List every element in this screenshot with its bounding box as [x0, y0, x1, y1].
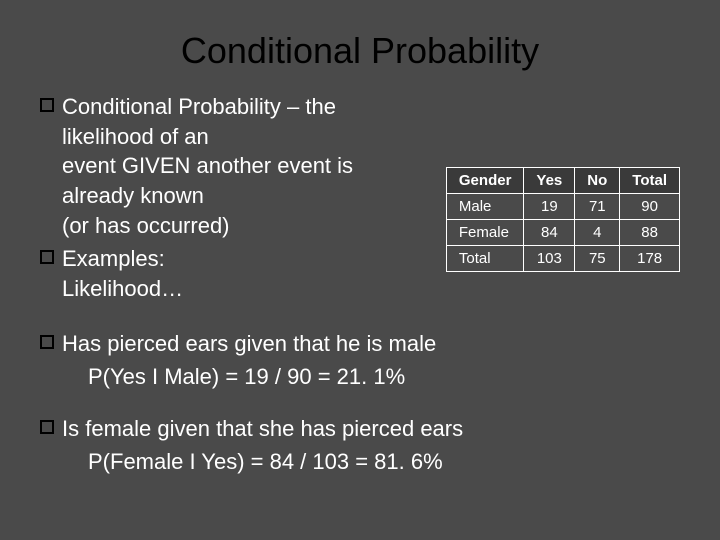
table-row: Male 19 71 90 [446, 194, 679, 220]
content-row: Conditional Probability – the likelihood… [40, 92, 680, 304]
examples-label1: Examples: [62, 246, 165, 271]
definition-line1: Conditional Probability – the likelihood… [62, 94, 336, 149]
example-2-formula: P(Female I Yes) = 84 / 103 = 81. 6% [40, 447, 680, 478]
square-bullet-icon [40, 420, 54, 434]
table-cell: 4 [575, 220, 620, 246]
data-table: Gender Yes No Total Male 19 71 90 Female… [446, 167, 680, 272]
slide-title: Conditional Probability [40, 30, 680, 72]
definition-line3: (or has occurred) [62, 213, 230, 238]
table-header: Yes [524, 168, 575, 194]
table-cell: 88 [620, 220, 680, 246]
example-1: Has pierced ears given that he is male [40, 329, 680, 360]
table-cell: 178 [620, 246, 680, 272]
example-2-text: Is female given that she has pierced ear… [62, 414, 463, 445]
square-bullet-icon [40, 250, 54, 264]
square-bullet-icon [40, 98, 54, 112]
example-2: Is female given that she has pierced ear… [40, 414, 680, 445]
table-header-row: Gender Yes No Total [446, 168, 679, 194]
table-header: No [575, 168, 620, 194]
table-cell: 84 [524, 220, 575, 246]
examples-block: Has pierced ears given that he is male P… [40, 329, 680, 478]
table-cell: 19 [524, 194, 575, 220]
examples-bullet: Examples: Likelihood… [40, 244, 431, 303]
data-table-wrap: Gender Yes No Total Male 19 71 90 Female… [446, 167, 680, 304]
table-row: Total 103 75 178 [446, 246, 679, 272]
examples-label2: Likelihood… [62, 276, 183, 301]
table-row: Female 84 4 88 [446, 220, 679, 246]
table-cell: 75 [575, 246, 620, 272]
table-cell: Male [446, 194, 524, 220]
table-header: Total [620, 168, 680, 194]
table-cell: 71 [575, 194, 620, 220]
table-cell: 90 [620, 194, 680, 220]
example-1-formula: P(Yes I Male) = 19 / 90 = 21. 1% [40, 362, 680, 393]
square-bullet-icon [40, 335, 54, 349]
text-column: Conditional Probability – the likelihood… [40, 92, 431, 304]
definition-bullet: Conditional Probability – the likelihood… [40, 92, 431, 240]
definition-line2: event GIVEN another event is already kno… [62, 153, 353, 208]
table-cell: Total [446, 246, 524, 272]
table-cell: Female [446, 220, 524, 246]
example-1-text: Has pierced ears given that he is male [62, 329, 436, 360]
table-header: Gender [446, 168, 524, 194]
table-cell: 103 [524, 246, 575, 272]
